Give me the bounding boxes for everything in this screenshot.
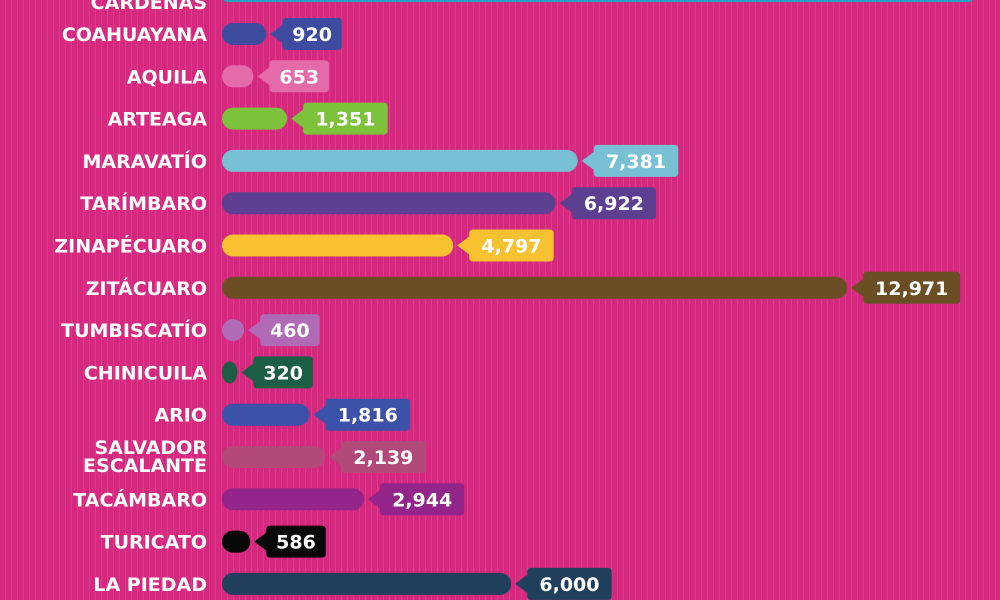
bar-row-arteaga: ARTEAGA 1,351 (108, 102, 388, 135)
value-tag-tumbiscatio (248, 314, 320, 347)
bar-row-coahuayana: COAHUAYANA 920 (62, 18, 342, 50)
bar-tacambaro (222, 488, 364, 511)
bar-row-zitacuaro: ZITÁCUARO 12,971 (86, 271, 961, 304)
value-tag-salvador-escalante (329, 441, 426, 473)
category-label-coahuayana: COAHUAYANA (62, 24, 207, 46)
bar-row-turicato: TURICATO 586 (101, 525, 326, 558)
value-label-tarimbaro: 6,922 (584, 193, 644, 215)
bar-row-tumbiscatio: TUMBISCATÍO 460 (61, 314, 320, 347)
bar-la-piedad (222, 572, 512, 595)
bar-chinicuila (222, 361, 238, 384)
bar-row-salvador-escalante: SALVADOR ESCALANTE 2,139 (83, 437, 426, 477)
value-tag-tarimbaro (559, 187, 657, 220)
value-label-zinapecuaro: 4,797 (481, 236, 541, 258)
bar-ario (222, 403, 310, 426)
category-label-aquila: AQUILA (127, 66, 207, 88)
category-label-tarimbaro: TARÍMBARO (80, 192, 207, 215)
partial-top-row: CÁRDENAS (91, 0, 973, 14)
value-tag-turicato (254, 525, 326, 558)
bar-row-maravatio: MARAVATÍO 7,381 (83, 144, 679, 177)
bar-row-tarimbaro: TARÍMBARO 6,922 (80, 187, 657, 220)
value-label-tumbiscatio: 460 (270, 320, 310, 342)
bar-arteaga (222, 107, 288, 130)
category-label-ario: ARIO (154, 405, 207, 427)
value-tag-tacambaro (367, 483, 465, 516)
value-label-arteaga: 1,351 (315, 109, 375, 131)
category-label-chinicuila: CHINICUILA (84, 362, 207, 384)
value-tag-aquila (257, 60, 329, 93)
bar-row-la-piedad: LA PIEDAD 6,000 (93, 567, 612, 600)
bar-row-ario: ARIO 1,816 (154, 398, 411, 431)
value-tag-coahuayana (270, 18, 342, 50)
bar-cardenas (223, 0, 973, 2)
bar-salvador-escalante (222, 446, 326, 468)
bar-zitacuaro (222, 276, 848, 299)
category-label-cardenas: CÁRDENAS (91, 0, 207, 14)
bar-aquila (222, 65, 254, 88)
category-label-tumbiscatio: TUMBISCATÍO (61, 319, 207, 342)
bar-row-tacambaro: TACÁMBARO 2,944 (73, 483, 465, 516)
bar-tumbiscatio (222, 319, 245, 342)
value-tag-arteaga (291, 102, 388, 135)
category-label-maravatio: MARAVATÍO (83, 150, 207, 173)
value-label-turicato: 586 (276, 532, 316, 554)
value-tag-zinapecuaro (457, 229, 554, 262)
category-label-turicato: TURICATO (101, 532, 207, 554)
category-label-la-piedad: LA PIEDAD (93, 574, 207, 596)
bar-turicato (222, 530, 251, 553)
value-label-la-piedad: 6,000 (539, 574, 599, 596)
bar-maravatio (222, 149, 578, 172)
category-label-arteaga: ARTEAGA (108, 109, 208, 131)
value-tag-maravatio (581, 144, 679, 177)
category-label-zinapecuaro: ZINAPÉCUARO (54, 235, 207, 258)
value-label-tacambaro: 2,944 (392, 489, 452, 511)
value-label-zitacuaro: 12,971 (875, 278, 948, 300)
bar-row-aquila: AQUILA 653 (127, 60, 329, 93)
category-label-tacambaro: TACÁMBARO (73, 488, 207, 511)
value-label-chinicuila: 320 (263, 362, 303, 384)
bar-coahuayana (222, 23, 267, 45)
bar-zinapecuaro (222, 234, 454, 257)
bar-row-chinicuila: CHINICUILA 320 (84, 356, 313, 389)
value-tag-ario (313, 398, 411, 431)
value-label-coahuayana: 920 (292, 24, 332, 46)
value-label-ario: 1,816 (338, 405, 398, 427)
bar-row-zinapecuaro: ZINAPÉCUARO 4,797 (54, 229, 554, 262)
bar-tarimbaro (222, 192, 556, 215)
value-tag-la-piedad (515, 567, 612, 600)
value-tag-chinicuila (241, 356, 313, 389)
category-label-salvador-escalante: SALVADOR ESCALANTE (83, 437, 207, 477)
value-label-salvador-escalante: 2,139 (353, 447, 413, 469)
value-label-aquila: 653 (279, 66, 319, 88)
category-label-zitacuaro: ZITÁCUARO (86, 277, 207, 300)
value-label-maravatio: 7,381 (606, 151, 666, 173)
value-tag-zitacuaro (851, 271, 961, 304)
